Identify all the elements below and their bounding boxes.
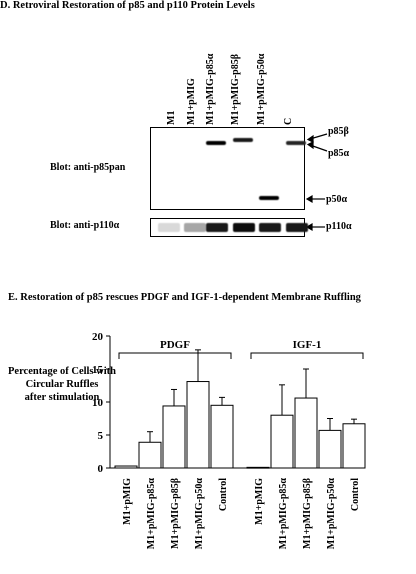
- y-tick-label: 0: [98, 463, 104, 475]
- ruffling-bar-chart: 0 5 10 15 20 Percentage of Cells with Circular…: [8, 331, 366, 550]
- bar: [186, 381, 210, 469]
- p85-band: [206, 141, 226, 145]
- p110-band: [158, 223, 180, 232]
- y-axis-label: Circular Ruffles: [26, 379, 99, 390]
- lane-label-m1-pmig: M1+pMIG: [186, 78, 197, 125]
- p85-blot: [150, 127, 306, 210]
- group-bracket: [250, 352, 364, 359]
- x-tick-label: M1+pMIG-p85α: [278, 478, 289, 550]
- x-tick-label: Control: [350, 478, 361, 511]
- p50-band: [259, 196, 279, 200]
- y-tick-label: 10: [92, 397, 104, 409]
- p110-band: [286, 223, 308, 232]
- bar: [270, 414, 294, 469]
- x-tick-label: Control: [218, 478, 229, 511]
- bar: [162, 405, 186, 469]
- group-label: IGF-1: [293, 339, 322, 351]
- x-tick-label: M1+pMIG-p50α: [326, 478, 337, 550]
- bar: [342, 423, 366, 469]
- bar: [210, 404, 234, 469]
- blot-p85-label: Blot: anti-p85pan: [50, 162, 126, 173]
- y-tick-label: 15: [92, 364, 104, 376]
- band-arrows: [305, 133, 328, 232]
- bar: [294, 397, 318, 469]
- panel-e-title: E. Restoration of p85 rescues PDGF and I…: [8, 292, 361, 303]
- bar: [318, 429, 342, 469]
- x-tick-label: M1+pMIG-p85α: [146, 478, 157, 550]
- bar: [138, 441, 162, 469]
- band-label-p50a: p50α: [326, 194, 348, 205]
- y-tick-label: 5: [98, 430, 104, 442]
- band-label-p110a: p110α: [326, 221, 352, 232]
- lane-label-m1: M1: [166, 110, 177, 125]
- x-tick-label: M1+pMIG: [254, 478, 265, 525]
- lane-label-p85b: M1+pMIG-p85β: [230, 54, 241, 125]
- x-tick-label: M1+pMIG-p50α: [194, 478, 205, 550]
- x-tick-label: M1+pMIG-p85β: [302, 478, 313, 549]
- lane-label-p85a: M1+pMIG-p85α: [205, 53, 216, 125]
- p110-band: [259, 223, 281, 232]
- blot-p110-label: Blot: anti-p110α: [50, 220, 120, 231]
- x-tick-label: M1+pMIG: [122, 478, 133, 525]
- panel-d-title: D. Retroviral Restoration of p85 and p11…: [0, 0, 255, 11]
- p85-band: [286, 141, 306, 145]
- y-axis-label: Percentage of Cells with: [8, 366, 116, 377]
- lane-label-p50a: M1+pMIG-p50α: [256, 53, 267, 125]
- p110-blot: [150, 218, 308, 237]
- bar: [114, 465, 138, 469]
- y-axis-label: after stimulation: [25, 392, 100, 403]
- band-label-p85b: p85β: [328, 126, 349, 137]
- p85-band: [233, 138, 253, 142]
- band-label-p85a: p85α: [328, 148, 350, 159]
- x-tick-label: M1+pMIG-p85β: [170, 478, 181, 549]
- p110-band: [184, 223, 206, 232]
- y-tick-label: 20: [92, 331, 104, 343]
- p110-band: [233, 223, 255, 232]
- bar: [246, 466, 270, 469]
- p110-band: [206, 223, 228, 232]
- group-bracket: [118, 352, 232, 359]
- lane-label-c: C: [283, 117, 294, 125]
- group-label: PDGF: [160, 339, 190, 351]
